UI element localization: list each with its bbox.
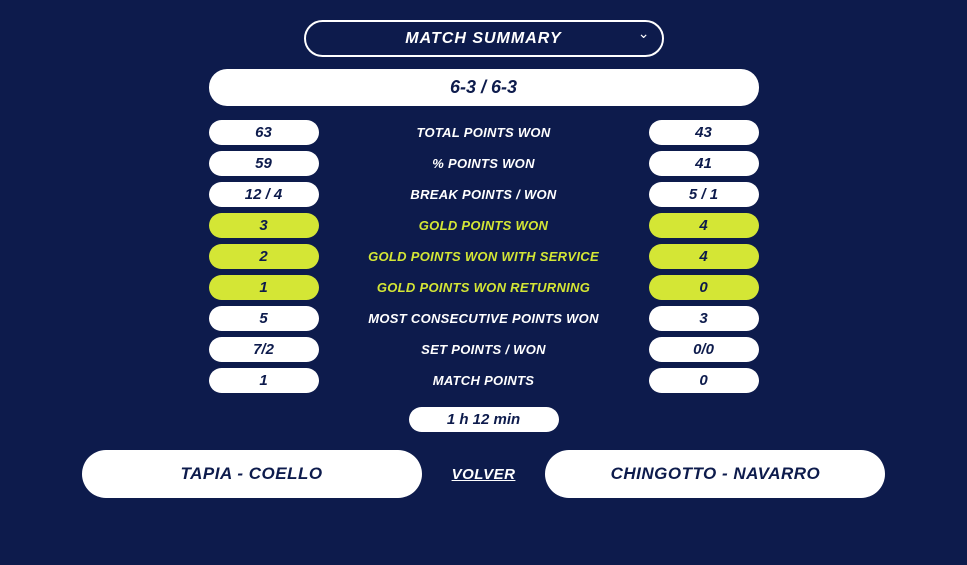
dropdown-wrapper: MATCH SUMMARY xyxy=(304,20,664,57)
stat-right-value: 0 xyxy=(649,368,759,393)
stat-label: BREAK POINTS / WON xyxy=(327,187,641,202)
stat-right-value: 4 xyxy=(649,213,759,238)
stat-left-value: 59 xyxy=(209,151,319,176)
duration-pill: 1 h 12 min xyxy=(409,407,559,432)
stat-row: 5 MOST CONSECUTIVE POINTS WON 3 xyxy=(209,306,759,331)
stat-label: GOLD POINTS WON WITH SERVICE xyxy=(327,249,641,264)
stat-left-value: 63 xyxy=(209,120,319,145)
stat-left-value: 2 xyxy=(209,244,319,269)
volver-link[interactable]: VOLVER xyxy=(452,466,516,483)
stat-right-value: 5 / 1 xyxy=(649,182,759,207)
team-left: TAPIA - COELLO xyxy=(82,450,422,498)
stat-left-value: 5 xyxy=(209,306,319,331)
view-selector[interactable]: MATCH SUMMARY xyxy=(304,20,664,57)
stat-right-value: 3 xyxy=(649,306,759,331)
stats-container: 63TOTAL POINTS WON4359% POINTS WON4112 /… xyxy=(209,120,759,393)
stat-right-value: 0 xyxy=(649,275,759,300)
stat-right-value: 0/0 xyxy=(649,337,759,362)
footer: TAPIA - COELLO VOLVER CHINGOTTO - NAVARR… xyxy=(0,450,967,498)
stat-label: MATCH POINTS xyxy=(327,373,641,388)
stat-right-value: 43 xyxy=(649,120,759,145)
stat-label: % POINTS WON xyxy=(327,156,641,171)
score-bar: 6-3 / 6-3 xyxy=(209,69,759,106)
stat-row: 63 TOTAL POINTS WON 43 xyxy=(209,120,759,145)
stat-label: GOLD POINTS WON xyxy=(327,218,641,233)
stat-left-value: 7/2 xyxy=(209,337,319,362)
stat-left-value: 12 / 4 xyxy=(209,182,319,207)
stat-row: 59 % POINTS WON 41 xyxy=(209,151,759,176)
stat-right-value: 4 xyxy=(649,244,759,269)
team-right: CHINGOTTO - NAVARRO xyxy=(545,450,885,498)
stat-left-value: 1 xyxy=(209,275,319,300)
stat-label: TOTAL POINTS WON xyxy=(327,125,641,140)
stat-row: 7/2 SET POINTS / WON 0/0 xyxy=(209,337,759,362)
stat-right-value: 41 xyxy=(649,151,759,176)
stat-row: 2 GOLD POINTS WON WITH SERVICE 4 xyxy=(209,244,759,269)
stat-left-value: 3 xyxy=(209,213,319,238)
stat-row: 1 MATCH POINTS 0 xyxy=(209,368,759,393)
stat-label: SET POINTS / WON xyxy=(327,342,641,357)
stat-label: MOST CONSECUTIVE POINTS WON xyxy=(327,311,641,326)
stat-row: 3 GOLD POINTS WON 4 xyxy=(209,213,759,238)
stat-label: GOLD POINTS WON RETURNING xyxy=(327,280,641,295)
stat-row: 12 / 4 BREAK POINTS / WON 5 / 1 xyxy=(209,182,759,207)
stat-row: 1 GOLD POINTS WON RETURNING 0 xyxy=(209,275,759,300)
stat-left-value: 1 xyxy=(209,368,319,393)
